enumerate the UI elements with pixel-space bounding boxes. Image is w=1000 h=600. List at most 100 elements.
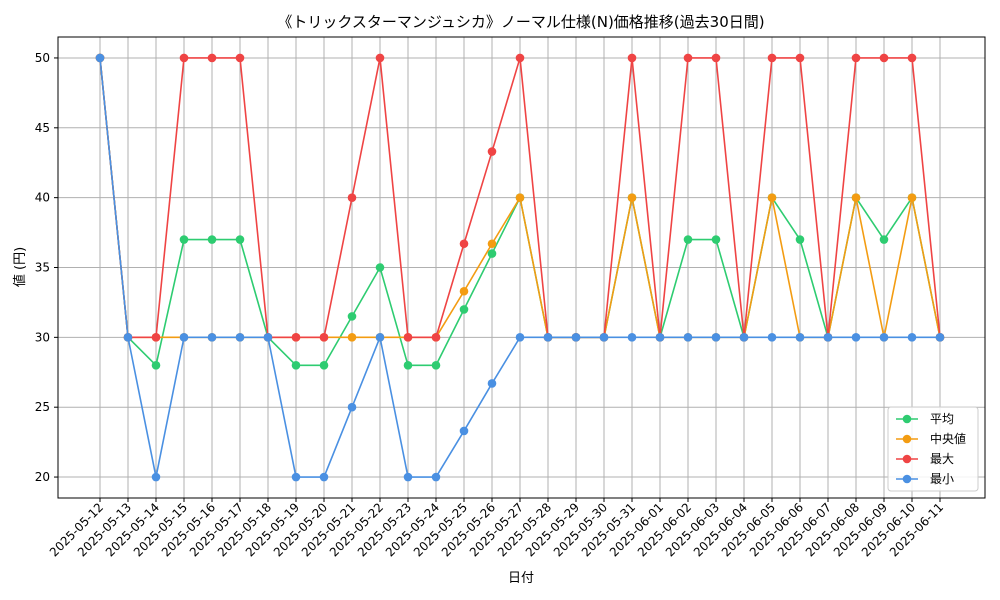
data-point: [683, 235, 693, 244]
data-point: [151, 333, 161, 342]
data-point: [347, 312, 357, 321]
data-point: [739, 333, 749, 342]
y-axis: 20 25 30 35 40 45 50: [35, 51, 58, 484]
y-tick-label: 20: [35, 470, 50, 484]
data-point: [319, 360, 329, 370]
y-tick-label: 30: [35, 330, 50, 344]
data-point: [823, 333, 833, 342]
data-point: [851, 333, 861, 342]
data-point: [347, 333, 357, 342]
data-point: [319, 333, 329, 342]
data-point: [515, 193, 525, 202]
data-point: [487, 239, 497, 249]
x-axis: 2025-05-122025-05-132025-05-142025-05-15…: [47, 498, 946, 559]
data-point: [347, 193, 357, 202]
data-point: [207, 235, 217, 244]
data-point: [683, 53, 693, 63]
legend-swatch-marker: [902, 454, 912, 464]
data-point: [151, 472, 161, 482]
data-point: [711, 333, 721, 342]
legend-swatch-marker: [902, 414, 912, 424]
data-point: [879, 53, 889, 63]
data-point: [459, 426, 469, 436]
data-point: [795, 333, 805, 342]
data-point: [179, 235, 189, 244]
data-point: [907, 193, 917, 202]
data-point: [431, 472, 441, 482]
y-tick-label: 40: [35, 191, 50, 205]
data-point: [907, 53, 917, 63]
legend-label: 中央値: [930, 431, 966, 446]
data-point: [347, 402, 357, 412]
data-point: [291, 360, 301, 370]
data-point: [179, 333, 189, 342]
data-point: [767, 333, 777, 342]
data-point: [319, 472, 329, 482]
data-point: [207, 53, 217, 63]
data-point: [851, 53, 861, 63]
data-point: [179, 53, 189, 63]
legend-swatch-marker: [902, 434, 912, 444]
data-point: [907, 333, 917, 342]
series-layer: [95, 53, 945, 482]
data-point: [767, 53, 777, 63]
data-point: [487, 379, 497, 388]
data-point: [487, 147, 497, 156]
data-point: [879, 333, 889, 342]
data-point: [627, 333, 637, 342]
y-tick-label: 25: [35, 400, 50, 414]
grid: [58, 37, 985, 498]
x-axis-title: 日付: [508, 571, 534, 586]
data-point: [879, 235, 889, 244]
data-point: [543, 333, 553, 342]
data-point: [795, 235, 805, 244]
data-point: [683, 333, 693, 342]
data-point: [403, 360, 413, 370]
legend-label: 最小: [930, 472, 954, 486]
data-point: [403, 333, 413, 342]
data-point: [123, 333, 133, 342]
data-point: [935, 333, 945, 342]
data-point: [459, 305, 469, 314]
data-point: [375, 53, 385, 63]
data-point: [851, 193, 861, 202]
data-point: [235, 333, 245, 342]
series-3: [95, 53, 945, 482]
y-tick-label: 45: [35, 121, 50, 135]
data-point: [655, 333, 665, 342]
data-point: [375, 333, 385, 342]
legend-swatch-marker: [902, 474, 912, 484]
data-point: [627, 193, 637, 202]
data-point: [207, 333, 217, 342]
data-point: [375, 263, 385, 272]
chart-title: 《トリックスターマンジュシカ》ノーマル仕様(N)価格推移(過去30日間): [277, 13, 764, 31]
data-point: [235, 53, 245, 63]
data-point: [711, 53, 721, 63]
data-point: [571, 333, 581, 342]
data-point: [767, 193, 777, 202]
data-point: [459, 239, 469, 249]
data-point: [431, 360, 441, 370]
legend-label: 平均: [930, 412, 954, 426]
y-axis-title: 値 (円): [12, 247, 28, 287]
data-point: [95, 53, 105, 63]
data-point: [711, 235, 721, 244]
legend-box: [887, 406, 979, 492]
data-point: [431, 333, 441, 342]
data-point: [515, 333, 525, 342]
legend-label: 最大: [930, 452, 954, 466]
data-point: [515, 53, 525, 63]
data-point: [487, 249, 497, 258]
y-tick-label: 35: [35, 261, 50, 275]
data-point: [627, 53, 637, 63]
data-point: [459, 286, 469, 296]
data-point: [235, 235, 245, 244]
data-point: [403, 472, 413, 482]
data-point: [599, 333, 609, 342]
data-point: [291, 472, 301, 482]
data-point: [151, 360, 161, 370]
data-point: [795, 53, 805, 63]
